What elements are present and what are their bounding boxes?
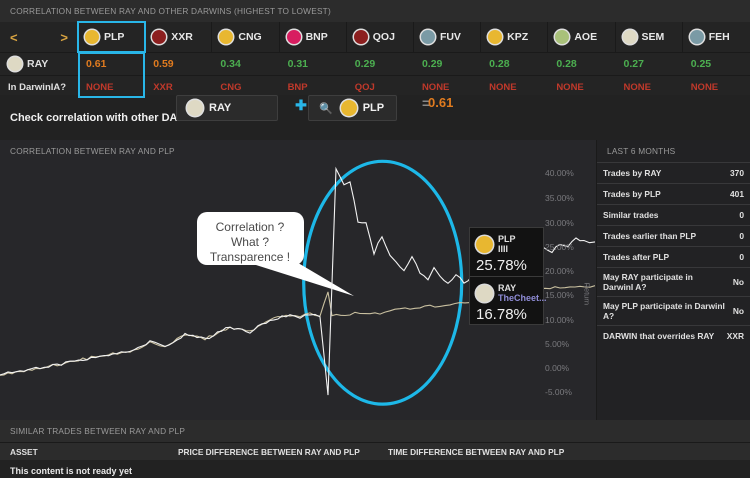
svg-text:Correlation ?: Correlation ?	[216, 220, 285, 234]
svg-text:Transparence !: Transparence !	[210, 250, 290, 264]
svg-text:What ?: What ?	[231, 235, 269, 249]
